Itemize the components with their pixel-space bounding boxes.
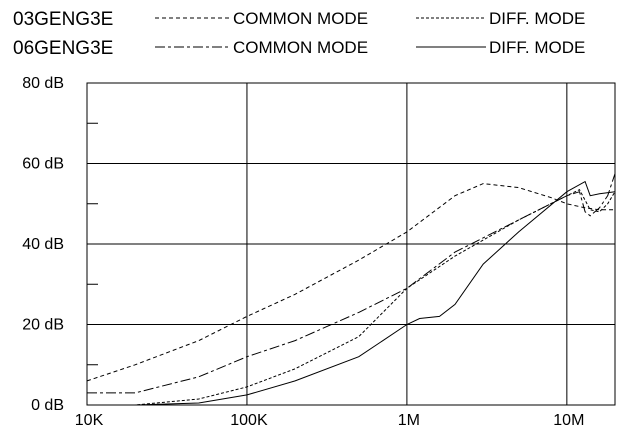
y-tick-label: 20 dB [22,317,64,334]
series-line-06geng3e-diff [87,180,616,406]
series-line-03geng3e-diff [87,189,616,406]
y-tick-label: 80 dB [22,75,64,92]
chart-grid [86,82,616,406]
legend-part-03geng3e: 03GENG3E [13,9,113,30]
y-axis-ticks: 0 dB 20 dB 40 dB 60 dB 80 dB [22,75,98,414]
y-tick-label: 0 dB [31,397,64,414]
legend-common-mode-label-06: COMMON MODE [233,38,368,57]
x-axis-ticks: 10K 100K 1M 10M [75,412,585,429]
chart-series [86,173,616,406]
y-tick-label: 40 dB [22,236,64,253]
legend: 03GENG3E COMMON MODE DIFF. MODE 06GENG3E… [13,9,585,59]
x-tick-label: 1M [398,412,420,429]
x-tick-label: 100K [230,412,268,429]
x-tick-label: 10M [553,412,584,429]
legend-common-mode-label-03: COMMON MODE [233,9,368,28]
legend-part-06geng3e: 06GENG3E [13,38,113,59]
series-line-03geng3e-common [86,183,615,382]
legend-swatches [155,17,486,48]
legend-diff-mode-label-03: DIFF. MODE [489,9,585,28]
x-tick-label: 10K [75,412,104,429]
legend-diff-mode-label-06: DIFF. MODE [489,38,585,57]
series-line-06geng3e-common [87,173,616,394]
y-tick-label: 60 dB [22,156,64,173]
